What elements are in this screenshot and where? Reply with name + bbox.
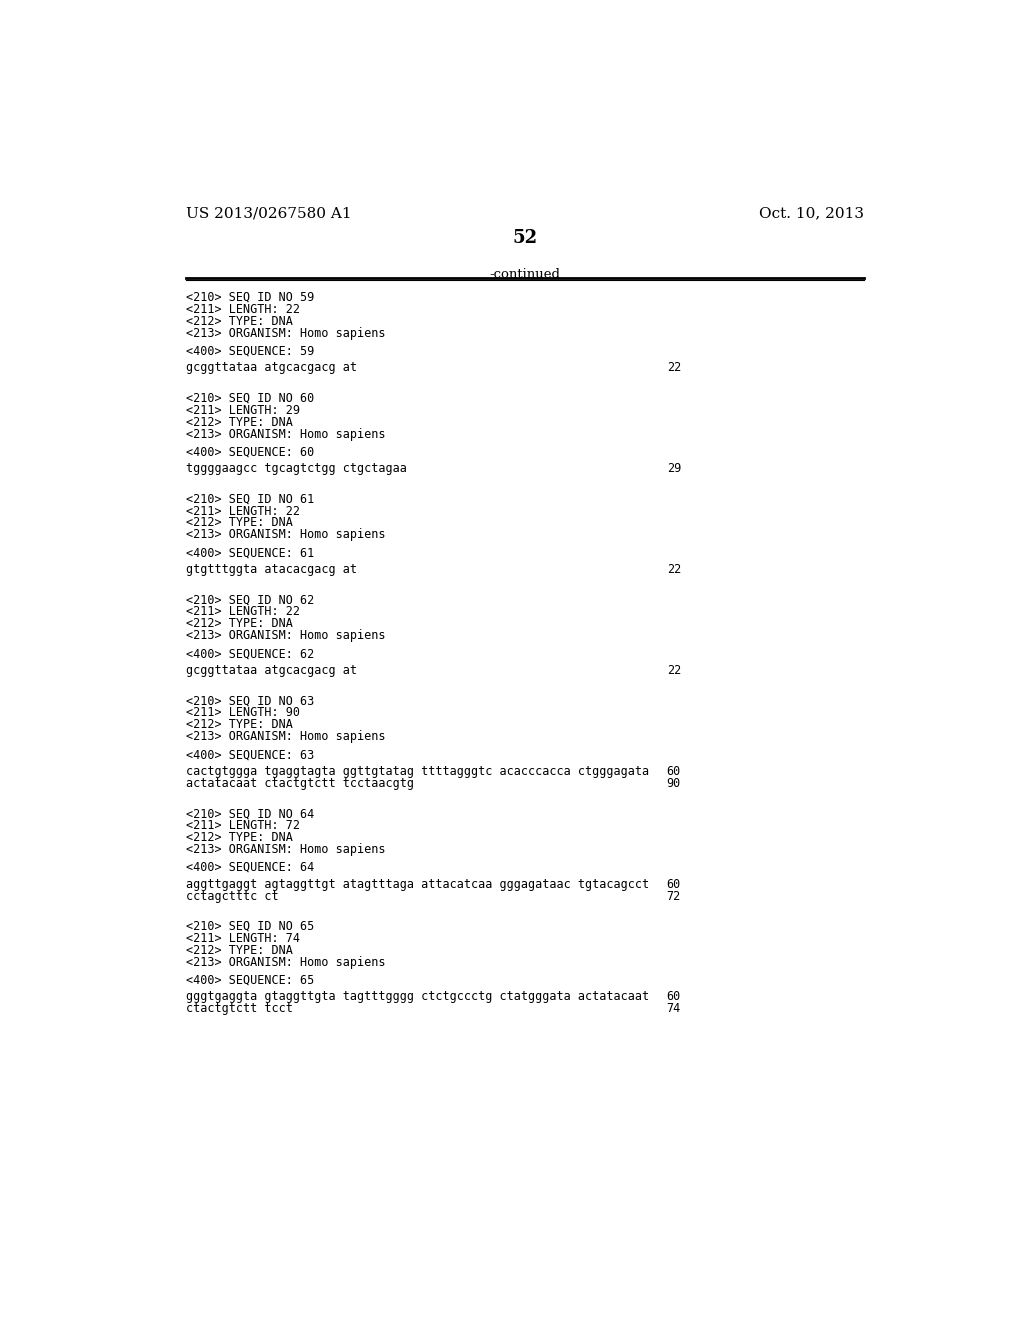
- Text: <212> TYPE: DNA: <212> TYPE: DNA: [186, 416, 293, 429]
- Text: 22: 22: [667, 564, 681, 576]
- Text: <211> LENGTH: 29: <211> LENGTH: 29: [186, 404, 300, 417]
- Text: <210> SEQ ID NO 60: <210> SEQ ID NO 60: [186, 392, 314, 405]
- Text: <400> SEQUENCE: 62: <400> SEQUENCE: 62: [186, 647, 314, 660]
- Text: -continued: -continued: [489, 268, 560, 281]
- Text: 72: 72: [667, 890, 681, 903]
- Text: actatacaat ctactgtctt tcctaacgtg: actatacaat ctactgtctt tcctaacgtg: [186, 776, 414, 789]
- Text: 60: 60: [667, 878, 681, 891]
- Text: <211> LENGTH: 72: <211> LENGTH: 72: [186, 818, 300, 832]
- Text: <212> TYPE: DNA: <212> TYPE: DNA: [186, 516, 293, 529]
- Text: <210> SEQ ID NO 65: <210> SEQ ID NO 65: [186, 920, 314, 933]
- Text: <211> LENGTH: 22: <211> LENGTH: 22: [186, 504, 300, 517]
- Text: gtgtttggta atacacgacg at: gtgtttggta atacacgacg at: [186, 564, 357, 576]
- Text: gcggttataa atgcacgacg at: gcggttataa atgcacgacg at: [186, 664, 357, 677]
- Text: 60: 60: [667, 990, 681, 1003]
- Text: Oct. 10, 2013: Oct. 10, 2013: [759, 206, 864, 220]
- Text: cctagctttc ct: cctagctttc ct: [186, 890, 279, 903]
- Text: <212> TYPE: DNA: <212> TYPE: DNA: [186, 618, 293, 631]
- Text: gcggttataa atgcacgacg at: gcggttataa atgcacgacg at: [186, 362, 357, 375]
- Text: 60: 60: [667, 764, 681, 777]
- Text: US 2013/0267580 A1: US 2013/0267580 A1: [186, 206, 352, 220]
- Text: cactgtggga tgaggtagta ggttgtatag ttttagggtc acacccacca ctgggagata: cactgtggga tgaggtagta ggttgtatag ttttagg…: [186, 764, 649, 777]
- Text: <213> ORGANISM: Homo sapiens: <213> ORGANISM: Homo sapiens: [186, 326, 386, 339]
- Text: <400> SEQUENCE: 65: <400> SEQUENCE: 65: [186, 974, 314, 987]
- Text: 22: 22: [667, 664, 681, 677]
- Text: <212> TYPE: DNA: <212> TYPE: DNA: [186, 832, 293, 843]
- Text: <212> TYPE: DNA: <212> TYPE: DNA: [186, 944, 293, 957]
- Text: <213> ORGANISM: Homo sapiens: <213> ORGANISM: Homo sapiens: [186, 528, 386, 541]
- Text: <400> SEQUENCE: 64: <400> SEQUENCE: 64: [186, 861, 314, 874]
- Text: <213> ORGANISM: Homo sapiens: <213> ORGANISM: Homo sapiens: [186, 630, 386, 643]
- Text: <211> LENGTH: 90: <211> LENGTH: 90: [186, 706, 300, 719]
- Text: 74: 74: [667, 1002, 681, 1015]
- Text: aggttgaggt agtaggttgt atagtttaga attacatcaa gggagataac tgtacagcct: aggttgaggt agtaggttgt atagtttaga attacat…: [186, 878, 649, 891]
- Text: <213> ORGANISM: Homo sapiens: <213> ORGANISM: Homo sapiens: [186, 428, 386, 441]
- Text: <400> SEQUENCE: 60: <400> SEQUENCE: 60: [186, 446, 314, 458]
- Text: <400> SEQUENCE: 63: <400> SEQUENCE: 63: [186, 748, 314, 762]
- Text: gggtgaggta gtaggttgta tagtttgggg ctctgccctg ctatgggata actatacaat: gggtgaggta gtaggttgta tagtttgggg ctctgcc…: [186, 990, 649, 1003]
- Text: <210> SEQ ID NO 62: <210> SEQ ID NO 62: [186, 594, 314, 606]
- Text: <210> SEQ ID NO 61: <210> SEQ ID NO 61: [186, 492, 314, 506]
- Text: <213> ORGANISM: Homo sapiens: <213> ORGANISM: Homo sapiens: [186, 956, 386, 969]
- Text: <213> ORGANISM: Homo sapiens: <213> ORGANISM: Homo sapiens: [186, 730, 386, 743]
- Text: 22: 22: [667, 362, 681, 375]
- Text: <211> LENGTH: 74: <211> LENGTH: 74: [186, 932, 300, 945]
- Text: <212> TYPE: DNA: <212> TYPE: DNA: [186, 718, 293, 731]
- Text: 90: 90: [667, 776, 681, 789]
- Text: <400> SEQUENCE: 59: <400> SEQUENCE: 59: [186, 345, 314, 358]
- Text: <211> LENGTH: 22: <211> LENGTH: 22: [186, 302, 300, 315]
- Text: <211> LENGTH: 22: <211> LENGTH: 22: [186, 606, 300, 618]
- Text: <400> SEQUENCE: 61: <400> SEQUENCE: 61: [186, 546, 314, 560]
- Text: <212> TYPE: DNA: <212> TYPE: DNA: [186, 314, 293, 327]
- Text: <210> SEQ ID NO 59: <210> SEQ ID NO 59: [186, 290, 314, 304]
- Text: <213> ORGANISM: Homo sapiens: <213> ORGANISM: Homo sapiens: [186, 843, 386, 855]
- Text: 52: 52: [512, 230, 538, 247]
- Text: <210> SEQ ID NO 64: <210> SEQ ID NO 64: [186, 807, 314, 820]
- Text: ctactgtctt tcct: ctactgtctt tcct: [186, 1002, 293, 1015]
- Text: tggggaagcc tgcagtctgg ctgctagaa: tggggaagcc tgcagtctgg ctgctagaa: [186, 462, 407, 475]
- Text: <210> SEQ ID NO 63: <210> SEQ ID NO 63: [186, 694, 314, 708]
- Text: 29: 29: [667, 462, 681, 475]
